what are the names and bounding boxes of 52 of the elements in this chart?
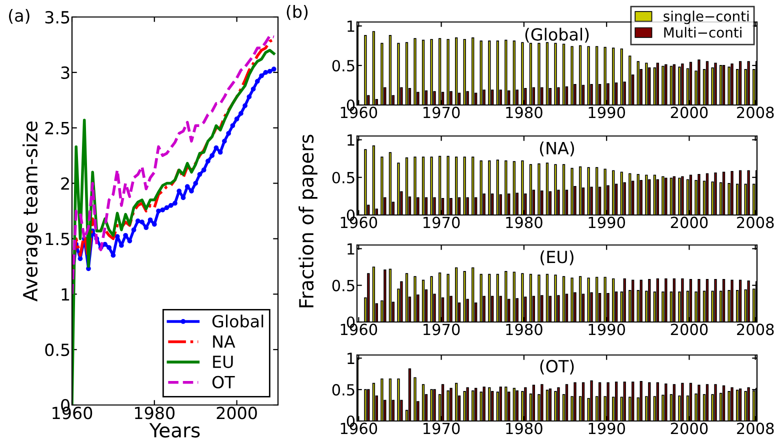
chart-title: (EU) [540, 250, 574, 266]
legend-label: single−conti [664, 10, 749, 24]
x-tick-label: 1980 [506, 324, 542, 336]
y-tick-label: 1 [348, 352, 354, 364]
chart-title: (OT) [540, 360, 574, 374]
x-tick-label: 1980 [506, 106, 542, 118]
text: (b) [286, 5, 308, 20]
x-tick-label: 1970 [424, 106, 460, 118]
y-tick-label: 3 [61, 66, 70, 79]
y-tick-label: 3.5 [45, 10, 70, 24]
text: (a) [9, 8, 30, 24]
x-tick-label: 1980 [506, 216, 542, 228]
legend-label: Global [212, 314, 264, 328]
legend-label: NA [213, 335, 236, 348]
x-tick-label: 1980 [135, 406, 174, 420]
x-tick-label: 2008 [737, 106, 774, 118]
x-tick-label: 1970 [424, 216, 460, 228]
y-axis-title: Average team-size [22, 121, 42, 302]
x-tick-label: 2000 [670, 422, 708, 434]
x-tick-label: 2000 [670, 106, 708, 118]
x-tick-label: 1970 [424, 324, 460, 336]
x-tick-label: 2008 [737, 324, 774, 336]
chart-title: (Global) [525, 28, 589, 43]
y-tick-label: 2 [61, 177, 69, 190]
legend-label: EU [213, 356, 233, 368]
x-tick-label: 1970 [424, 422, 460, 434]
y-tick-label: 1 [62, 288, 70, 300]
y-tick-label: 0.5 [332, 60, 354, 72]
y-tick-label: 1 [348, 20, 354, 32]
x-tick-label: 2008 [737, 216, 774, 228]
y-tick-label: 1 [348, 134, 354, 146]
x-tick-label: 1990 [588, 106, 626, 118]
x-tick-label: 2000 [670, 216, 708, 228]
legend-label: Multi−conti [664, 26, 742, 38]
y-tick-label: 2.5 [45, 122, 70, 134]
x-tick-label: 2000 [670, 324, 708, 336]
y-tick-label: 1 [348, 243, 354, 254]
x-tick-label: 1990 [588, 324, 626, 336]
x-axis-title: Years [149, 423, 200, 438]
x-tick-label: 1980 [506, 422, 542, 434]
y-tick-label: 0.5 [332, 280, 354, 292]
legend-label: OT [212, 376, 235, 388]
x-tick-label: 2000 [216, 406, 257, 420]
y-tick-label: 0.5 [332, 384, 354, 396]
chart-title: (NA) [540, 142, 574, 156]
y-tick-label: 0.5 [45, 344, 70, 356]
y-axis-title: Fraction of papers [298, 134, 318, 308]
x-tick-label: 2008 [737, 422, 774, 434]
y-tick-label: 1.5 [46, 232, 70, 246]
x-tick-label: 1990 [588, 216, 626, 228]
x-tick-label: 1990 [588, 422, 626, 434]
y-tick-label: 0.5 [332, 172, 354, 184]
